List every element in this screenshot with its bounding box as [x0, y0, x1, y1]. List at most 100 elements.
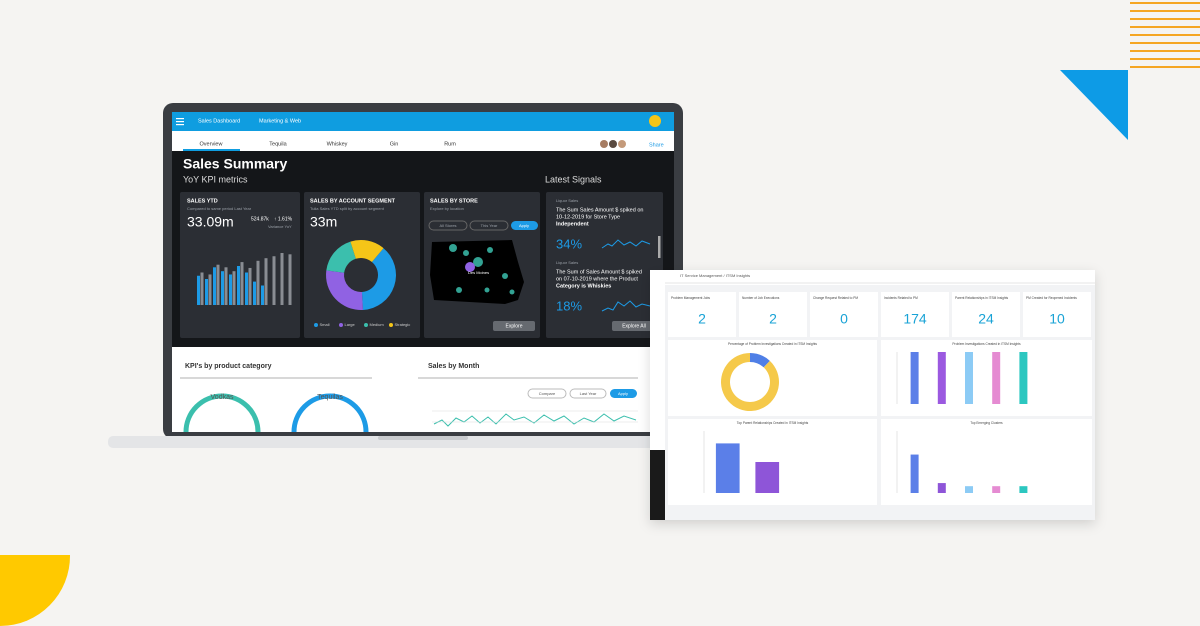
signal-text: Independent [556, 221, 589, 227]
donut-segment [720, 353, 779, 411]
explore-button[interactable]: Explore [506, 323, 523, 329]
legend-label: Small [320, 322, 330, 327]
bar [992, 486, 1001, 493]
signal-source: Liquor Sales [556, 260, 578, 265]
tab[interactable]: Overview [200, 141, 223, 147]
bar [200, 272, 204, 305]
donut-segment [326, 241, 356, 273]
kpi-delta: 524.87k [251, 216, 269, 222]
bar [229, 274, 232, 305]
kpi-value: 174 [903, 311, 927, 327]
chart-title: Percentage of Problem Investigations Cre… [728, 342, 817, 346]
filter[interactable]: This Year [481, 223, 498, 228]
bar [965, 352, 973, 404]
legend-swatch [389, 323, 393, 327]
card-title: SALES YTD [187, 198, 218, 204]
bar [1019, 486, 1028, 493]
page-subtitle: YoY KPI metrics [183, 174, 248, 184]
share[interactable]: Share [649, 142, 664, 148]
kpi-tile [1023, 292, 1091, 337]
legend-swatch [314, 323, 318, 327]
bar [910, 454, 919, 493]
apply-button[interactable]: Apply [519, 223, 529, 228]
kpi-value: 10 [1049, 311, 1065, 327]
bar [288, 254, 292, 305]
kpi-value: 33m [310, 214, 337, 230]
kpi-label: PM Created for Reopened Incidents [1026, 296, 1077, 300]
bar [1019, 352, 1028, 404]
donut-segment [361, 248, 397, 310]
laptop [108, 103, 740, 448]
kpi-value: 24 [978, 311, 994, 327]
nav-item[interactable]: Marketing & Web [259, 118, 301, 124]
laptop-texts: Sales Dashboard Marketing & Web Overview… [183, 118, 664, 400]
bar [253, 281, 256, 305]
kpi-tile [739, 292, 807, 337]
kpi-tile [881, 292, 949, 337]
control[interactable]: Compare [539, 391, 556, 396]
card-note: Tulia Sales YTD split by account segment [310, 206, 385, 211]
explore-all-button[interactable]: Explore All [622, 323, 646, 329]
legend-label: Strategic [395, 322, 411, 327]
signal-text: on 07-10-2019 where the Product [556, 276, 638, 282]
breadcrumb: IT Service Management / ITSM Insights [680, 273, 750, 278]
kpi-item: Tequilas [317, 394, 343, 401]
control[interactable]: Apply [618, 391, 628, 396]
tab[interactable]: Tequila [269, 141, 287, 147]
signal-text: The Sum of Sales Amount $ spiked [556, 269, 642, 275]
donut-segment [326, 270, 363, 310]
section-title: Sales by Month [428, 363, 479, 370]
legend-swatch [339, 323, 343, 327]
bar [256, 260, 260, 305]
kpi-label: Change Request Related to PM [813, 296, 858, 300]
tab[interactable]: Gin [390, 141, 399, 147]
bar [232, 271, 236, 305]
card-note: Compared to same period Last Year [187, 206, 252, 211]
kpi-tile [952, 292, 1020, 337]
bar [272, 256, 276, 305]
donut-segment [350, 240, 384, 262]
kpi-value: 2 [698, 311, 706, 327]
kpi-item: Vodkas [211, 394, 234, 401]
bar [261, 285, 264, 305]
bar [237, 266, 240, 305]
chart-title: Top Emerging Clusters [970, 421, 1003, 425]
signal-text: The Sum Sales Amount $ spiked on [556, 207, 643, 213]
bar [910, 352, 919, 404]
bar [715, 443, 740, 493]
bar [213, 267, 216, 305]
bar [205, 279, 208, 305]
legend-label: Large [345, 322, 356, 327]
signals-title: Latest Signals [545, 174, 602, 184]
donut-segment [750, 353, 770, 368]
kpi-label: Incidents Related to PM [884, 296, 918, 300]
kpi-tile [668, 292, 736, 337]
tab[interactable]: Rum [444, 141, 456, 147]
signal-source: Liquor Sales [556, 198, 578, 203]
bar [280, 253, 284, 305]
city-label: Des Moines [468, 270, 489, 275]
signal-value: 34% [556, 236, 582, 251]
control[interactable]: Last Year [580, 391, 597, 396]
bar [248, 267, 252, 305]
bar [208, 274, 212, 305]
bar [755, 462, 780, 493]
nav-item[interactable]: Sales Dashboard [198, 118, 240, 124]
tab[interactable]: Whiskey [327, 141, 348, 147]
signal-text: 10-12-2019 for Store Type [556, 214, 620, 220]
signal-value: 18% [556, 298, 582, 313]
bar [264, 258, 268, 305]
itsm-content: IT Service Management / ITSM Insights Pr… [668, 273, 1092, 505]
bar [221, 271, 224, 305]
filter[interactable]: All Stores [439, 223, 456, 228]
kpi-label: Number of Job Executions [742, 296, 780, 300]
bar [937, 352, 946, 404]
bar [965, 486, 973, 493]
section-title: KPI's by product category [185, 363, 272, 370]
page-title: Sales Summary [183, 156, 287, 172]
card-title: SALES BY STORE [430, 198, 478, 204]
kpi-label: Problem Management Jobs [671, 296, 710, 300]
card-title: SALES BY ACCOUNT SEGMENT [310, 198, 396, 204]
